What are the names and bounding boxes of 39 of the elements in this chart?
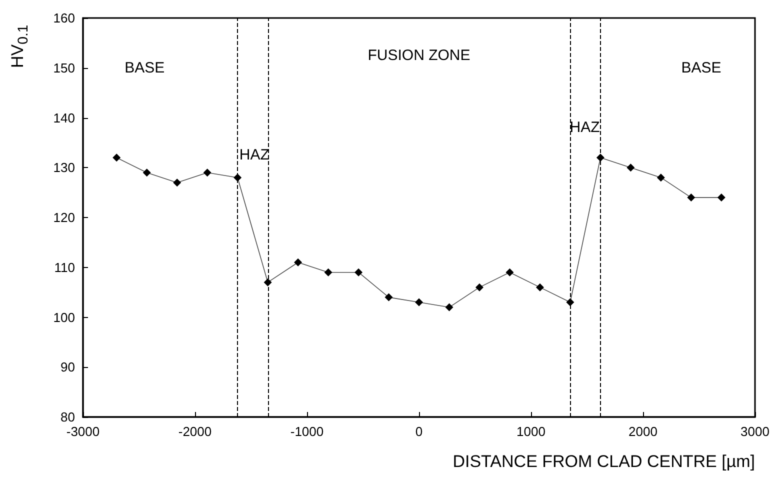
x-tick-label: -2000	[178, 424, 212, 439]
y-tick-label: 130	[53, 160, 75, 176]
point	[324, 268, 332, 276]
point	[687, 194, 696, 202]
point	[203, 168, 212, 177]
point	[536, 283, 544, 292]
x-tick-label: 3000	[740, 424, 770, 439]
point	[142, 168, 151, 177]
point	[445, 303, 454, 312]
annotation: BASE	[681, 59, 722, 76]
y-tick-label: 120	[53, 210, 75, 225]
y-tick-label: 160	[53, 10, 75, 26]
x-tick-label: 1000	[516, 424, 546, 439]
point	[506, 268, 514, 276]
point	[112, 154, 121, 162]
point	[717, 194, 726, 202]
x-tick-label: 0	[415, 424, 423, 439]
y-tick-label: 150	[53, 60, 75, 76]
y-tick-label: 110	[54, 260, 75, 275]
annotation: BASE	[124, 59, 165, 76]
y-tick-label: 140	[53, 110, 75, 126]
y-tick-label: 100	[53, 310, 75, 325]
annotation: HAZ	[570, 119, 600, 136]
y-tick-label: 90	[60, 360, 75, 375]
point	[173, 178, 182, 187]
point	[626, 164, 635, 172]
point	[384, 293, 393, 302]
x-axis-title: DISTANCE FROM CLAD CENTRE [µm]	[452, 452, 755, 471]
x-tick-label: -1000	[290, 424, 324, 439]
point	[354, 268, 363, 276]
y-tick-label: 80	[60, 410, 75, 424]
annotation: HAZ	[239, 146, 270, 164]
annotation: FUSION ZONE	[368, 46, 470, 64]
point	[656, 174, 665, 182]
point	[415, 298, 423, 306]
point	[294, 258, 302, 266]
x-tick-label: 2000	[628, 424, 658, 439]
x-tick-label: -3000	[66, 424, 100, 439]
point	[475, 283, 484, 292]
